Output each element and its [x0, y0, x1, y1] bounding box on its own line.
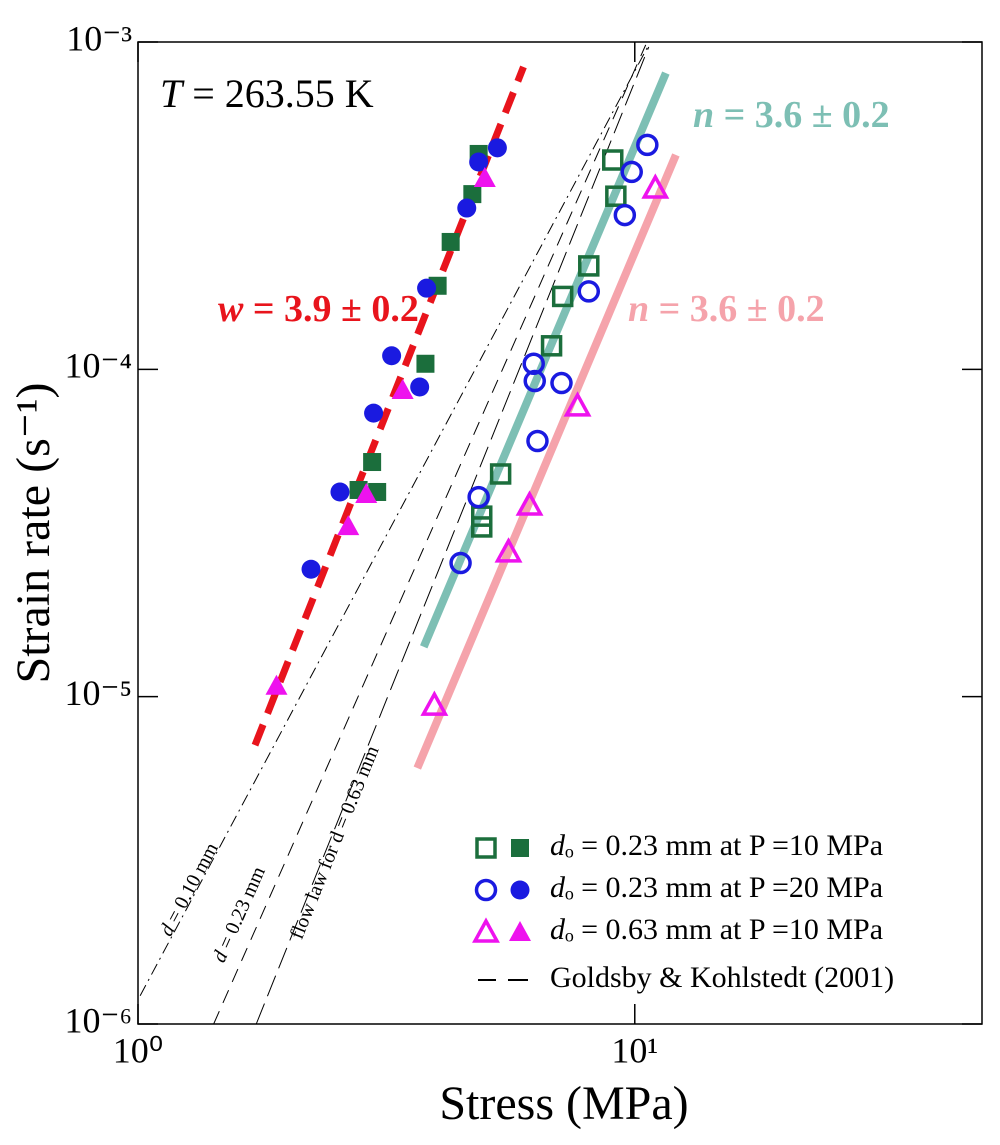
data-point: [416, 354, 435, 373]
data-point: [489, 463, 512, 485]
y-axis-label: Strain rate (s⁻¹): [7, 383, 60, 684]
data-point: [449, 551, 472, 575]
legend-marker: [475, 837, 497, 859]
legend-marker: [472, 917, 500, 943]
fit-label: n = 3.6 ± 0.2: [628, 288, 825, 330]
reference-label: d = 0.10 mm: [155, 839, 223, 940]
legend-label: dₒ = 0.23 mm at P =20 MPa: [550, 871, 883, 904]
data-point: [364, 403, 384, 423]
data-point: [523, 369, 546, 393]
fit-label: w = 3.9 ± 0.2: [218, 288, 419, 330]
data-point: [577, 280, 601, 303]
reference-line: [255, 46, 650, 1025]
data-point: [636, 133, 659, 157]
data-point: [551, 285, 574, 308]
data-point: [563, 391, 592, 417]
data-point: [470, 516, 493, 538]
data-point: [602, 149, 624, 171]
data-point: [494, 537, 523, 563]
legend-label: dₒ = 0.63 mm at P =10 MPa: [550, 913, 883, 946]
fit-label: n = 3.6 ± 0.2: [693, 94, 890, 136]
reference-label: flow law for d = 0.63 mm: [286, 742, 384, 942]
data-point: [515, 490, 544, 516]
data-point: [363, 453, 382, 472]
data-point: [540, 335, 563, 357]
fit-line: [420, 71, 670, 649]
data-point: [391, 378, 414, 399]
data-point: [441, 232, 460, 251]
y-tick-label: 10⁻⁴: [64, 346, 132, 386]
data-point: [355, 483, 378, 504]
y-tick-label: 10⁻³: [66, 18, 132, 58]
data-point: [641, 173, 670, 199]
data-point: [410, 377, 430, 397]
legend-marker: [474, 878, 498, 902]
data-point: [605, 185, 627, 207]
data-point: [473, 167, 496, 188]
data-point: [417, 278, 437, 298]
legend-marker: [511, 839, 529, 857]
data-point: [487, 138, 507, 158]
data-point: [301, 559, 321, 579]
legend-label: dₒ = 0.23 mm at P =10 MPa: [550, 829, 883, 862]
x-tick-label: 10⁰: [113, 1030, 163, 1070]
data-point: [613, 203, 637, 227]
y-tick-label: 10⁻⁵: [64, 673, 132, 713]
fit-line: [251, 65, 527, 747]
data-point: [467, 485, 490, 509]
data-point: [620, 160, 643, 184]
data-point: [526, 429, 549, 453]
data-point: [457, 198, 477, 218]
legend-marker: [509, 921, 531, 941]
fit-line: [413, 153, 680, 770]
data-point: [330, 482, 350, 502]
data-point: [265, 674, 288, 695]
legend-label: Goldsby & Kohlstedt (2001): [550, 961, 894, 994]
data-point: [550, 371, 573, 395]
plot-frame: [137, 41, 983, 1025]
data-point: [382, 346, 402, 366]
legend-marker: [510, 880, 530, 900]
reference-line: [139, 44, 650, 996]
reference-label: d = 0.23 mm: [208, 863, 270, 966]
x-axis-label: Stress (MPa): [439, 1077, 688, 1130]
data-point: [337, 515, 360, 536]
data-point: [578, 255, 600, 277]
x-tick-label: 10¹: [611, 1030, 658, 1070]
data-point: [469, 152, 489, 172]
reference-line: [213, 44, 647, 1025]
annotation: T = 263.55 K: [160, 71, 374, 116]
data-point: [420, 690, 449, 716]
y-tick-label: 10⁻⁶: [64, 1000, 132, 1040]
